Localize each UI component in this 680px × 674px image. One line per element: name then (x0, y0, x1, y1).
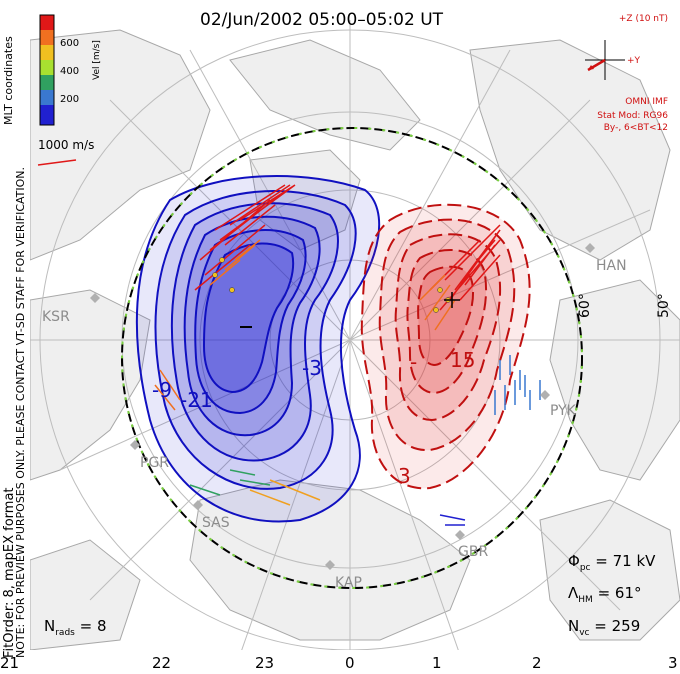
contour-label-dash: - (410, 350, 418, 374)
vector-scale-label: 1000 m/s (38, 138, 95, 152)
site-ksr: KSR (42, 309, 70, 325)
stat-model: Stat Mod: RG96 (597, 111, 668, 121)
coordinate-note: MLT coordinates (2, 36, 15, 125)
contour-label-neg3: -3 (302, 356, 322, 380)
contour-label-3: 3 (398, 464, 411, 488)
vector-origins (212, 257, 451, 313)
radar-count: Nrads = 8 (44, 617, 107, 638)
colorbar-title: Vel [m/s] (92, 40, 102, 80)
colorbar-tick-400: 400 (60, 66, 80, 77)
velocity-colorbar (39, 14, 55, 126)
imf-by-label: +Y (627, 56, 641, 66)
mlt-label-22: 22 (152, 654, 172, 672)
site-gbr: GBR (458, 544, 489, 560)
site-sas: SAS (202, 515, 230, 531)
mlt-label-0: 0 (345, 654, 355, 672)
mlt-label-3: 3 (668, 654, 678, 672)
mlt-label-21: 21 (0, 654, 20, 672)
imf-source: OMNI IMF (625, 97, 668, 107)
cross-polar-potential: Φpc = 71 kV (568, 552, 656, 573)
mlt-label-2: 2 (532, 654, 542, 672)
imf-condition: By-, 6<BT<12 (603, 123, 668, 133)
imf-bz-label: +Z (10 nT) (618, 14, 668, 24)
velocity-vectors (37, 159, 541, 526)
site-kap: KAP (335, 575, 362, 591)
contour-label-neg21: -21 (180, 388, 213, 412)
negative-potential-cell (135, 175, 381, 523)
vector-count: Nvc = 259 (568, 617, 641, 638)
contour-label-15: 15 (450, 348, 476, 372)
mlt-label-1: 1 (432, 654, 442, 672)
lat-label-50: 50° (656, 293, 672, 318)
hm-latitude: ΛHM = 61° (568, 584, 642, 605)
site-pgr: PGR (140, 455, 170, 471)
positive-potential-cell (360, 203, 531, 490)
pole-marker (444, 292, 460, 308)
colorbar-tick-200: 200 (60, 94, 80, 105)
contour-label-neg9: -9 (152, 378, 172, 402)
colorbar-tick-600: 600 (60, 38, 80, 49)
site-pyk: PYK (550, 403, 576, 419)
lat-label-60: 60° (577, 293, 593, 318)
mlt-label-23: 23 (255, 654, 275, 672)
fit-order-note: FitOrder: 8, mapEX format (2, 487, 17, 658)
imf-dial (585, 40, 625, 80)
radar-sites (90, 243, 595, 570)
map-title: 02/Jun/2002 05:00–05:02 UT (200, 10, 444, 30)
site-han: HAN (596, 258, 627, 274)
